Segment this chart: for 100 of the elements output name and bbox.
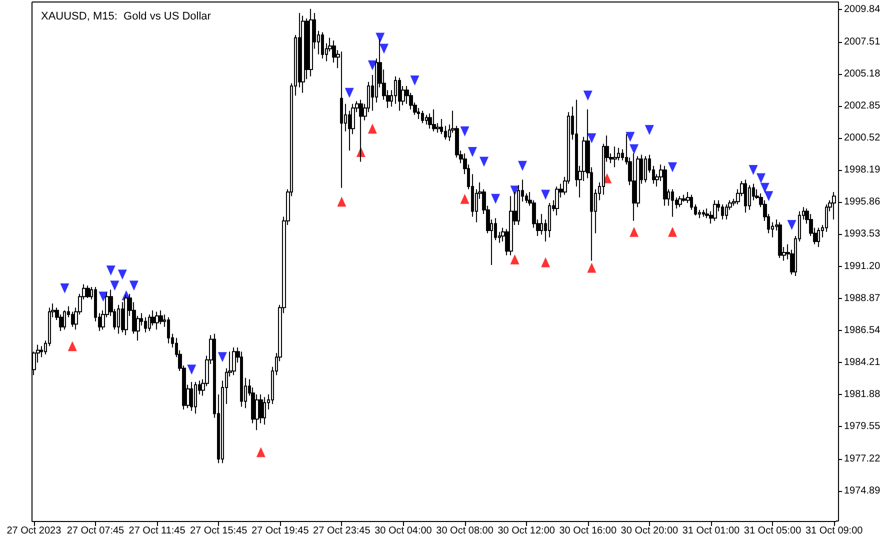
candlestick	[63, 310, 66, 330]
y-tick-label: 1998.19	[844, 164, 881, 176]
y-tick-label: 1974.89	[844, 485, 881, 496]
x-tick-label: 30 Oct 04:00	[374, 526, 432, 536]
point	[764, 191, 774, 202]
y-tick-label: 1986.54	[844, 324, 881, 336]
point	[129, 280, 138, 291]
x-tick-label: 30 Oct 16:00	[559, 526, 617, 536]
point	[460, 126, 470, 136]
candlestick	[124, 294, 128, 336]
point	[630, 226, 639, 237]
point	[630, 144, 639, 154]
point	[60, 283, 70, 294]
point	[518, 160, 527, 171]
candlestick	[240, 351, 243, 408]
point	[587, 262, 596, 273]
x-tick-label: 31 Oct 01:00	[682, 526, 740, 536]
point	[187, 364, 196, 375]
candlestick	[832, 191, 836, 220]
point	[541, 257, 550, 268]
candlestick	[432, 108, 436, 132]
y-tick-label: 1984.21	[844, 357, 881, 368]
point	[98, 292, 108, 302]
candlestick	[428, 113, 432, 130]
candlestick	[144, 316, 147, 333]
point	[541, 190, 550, 200]
point	[756, 173, 766, 184]
point	[760, 182, 770, 193]
point	[106, 265, 116, 276]
candlestick	[148, 314, 151, 332]
x-tick-label: 27 Oct 23:45	[313, 526, 371, 536]
y-tick-label: 2002.85	[844, 100, 881, 112]
point	[344, 88, 354, 98]
y-tick-label: 1993.53	[844, 228, 881, 240]
x-tick-label: 30 Oct 08:00	[436, 526, 494, 536]
point	[787, 220, 796, 230]
point	[626, 132, 635, 142]
candlestick	[301, 15, 305, 94]
candlestick	[725, 204, 728, 220]
y-tick-label: 2007.51	[844, 36, 881, 48]
candlestick	[190, 381, 193, 412]
candlestick	[644, 156, 647, 183]
candlestick	[421, 110, 424, 124]
candlestick	[425, 114, 428, 126]
x-tick-label: 27 Oct 15:45	[190, 526, 248, 536]
x-tick-label: 30 Oct 20:00	[620, 526, 678, 536]
y-tick-label: 1981.88	[844, 389, 881, 400]
point	[376, 32, 385, 43]
candlestick	[232, 347, 236, 376]
point	[110, 280, 120, 291]
candlestick	[155, 311, 159, 330]
candlestick	[744, 179, 747, 214]
text: XAUUSD, M15: Gold vs US Dollar	[41, 10, 212, 22]
point	[587, 133, 596, 144]
point	[644, 125, 654, 136]
point	[468, 147, 477, 158]
point	[379, 44, 388, 54]
candlestick	[359, 99, 363, 162]
candlestick	[340, 51, 343, 188]
candlestick	[263, 396, 266, 426]
x-tick-label: 31 Oct 05:00	[744, 526, 802, 536]
x-tick-label: 27 Oct 19:45	[251, 526, 310, 536]
point	[460, 194, 470, 204]
point	[337, 196, 346, 207]
candlestick	[778, 222, 782, 259]
candlestick	[309, 8, 313, 77]
x-tick-label: 27 Oct 2023	[6, 526, 62, 536]
candlestick	[663, 165, 667, 206]
x-tick-label: 31 Oct 09:00	[805, 526, 864, 536]
candlestick	[678, 196, 682, 208]
point	[748, 164, 758, 175]
x-tick-label: 27 Oct 07:45	[66, 526, 125, 536]
point	[368, 60, 377, 70]
candlestick	[555, 186, 559, 216]
candlestick	[509, 196, 513, 256]
candlestick	[613, 146, 617, 168]
y-tick-label: 1988.87	[844, 292, 881, 304]
candlestick	[117, 304, 120, 334]
point	[491, 194, 500, 204]
y-tick-label: 2000.52	[844, 132, 881, 144]
candlestick	[632, 152, 636, 222]
candlestick	[398, 77, 401, 112]
candlestick	[817, 227, 820, 248]
point	[410, 75, 420, 86]
x-tick-label: 30 Oct 12:00	[498, 526, 556, 536]
candlestick	[321, 32, 324, 59]
candlestick	[194, 381, 197, 414]
y-tick-label: 2009.84	[844, 4, 881, 16]
y-tick-label: 1991.20	[844, 260, 881, 272]
y-tick-label: 2005.18	[844, 68, 881, 80]
point	[118, 270, 127, 280]
point	[480, 156, 489, 167]
candlestick	[721, 204, 724, 220]
point	[510, 254, 520, 264]
y-tick-label: 1977.22	[844, 453, 881, 464]
y-tick-label: 1979.55	[844, 421, 881, 432]
point	[583, 90, 592, 101]
candlestick	[548, 202, 551, 238]
candlestick	[167, 316, 170, 344]
y-tick-label: 1995.86	[844, 196, 881, 208]
